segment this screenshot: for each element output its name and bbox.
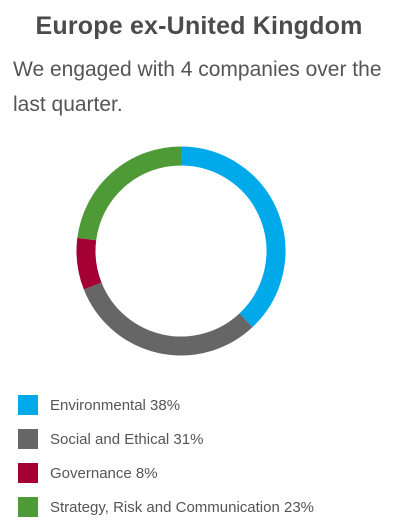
legend-label-governance: Governance 8%	[50, 464, 158, 482]
donut-slice-governance	[76, 237, 102, 290]
donut-slice-strategy-risk-and-communication	[77, 146, 182, 241]
donut-chart	[76, 146, 286, 356]
chart-subtitle: We engaged with 4 companies over the las…	[13, 58, 382, 116]
legend-item-strategy-risk-and-communication: Strategy, Risk and Communication 23%	[18, 490, 314, 524]
legend-item-governance: Governance 8%	[18, 456, 314, 490]
legend-swatch-environmental	[18, 395, 38, 415]
legend-swatch-strategy-risk-and-communication	[18, 497, 38, 517]
legend-label-social-and-ethical: Social and Ethical 31%	[50, 430, 204, 448]
donut-slice-environmental	[180, 146, 286, 328]
legend-label-strategy-risk-and-communication: Strategy, Risk and Communication 23%	[50, 498, 315, 516]
legend-swatch-social-and-ethical	[18, 429, 38, 449]
chart-legend: Environmental 38% Social and Ethical 31%…	[18, 388, 314, 524]
legend-item-environmental: Environmental 38%	[18, 388, 314, 422]
legend-label-environmental: Environmental 38%	[50, 396, 181, 414]
donut-slice-social-and-ethical	[83, 282, 253, 356]
chart-title: Europe ex-United Kingdom	[35, 12, 363, 40]
legend-item-social-and-ethical: Social and Ethical 31%	[18, 422, 314, 456]
legend-swatch-governance	[18, 463, 38, 483]
